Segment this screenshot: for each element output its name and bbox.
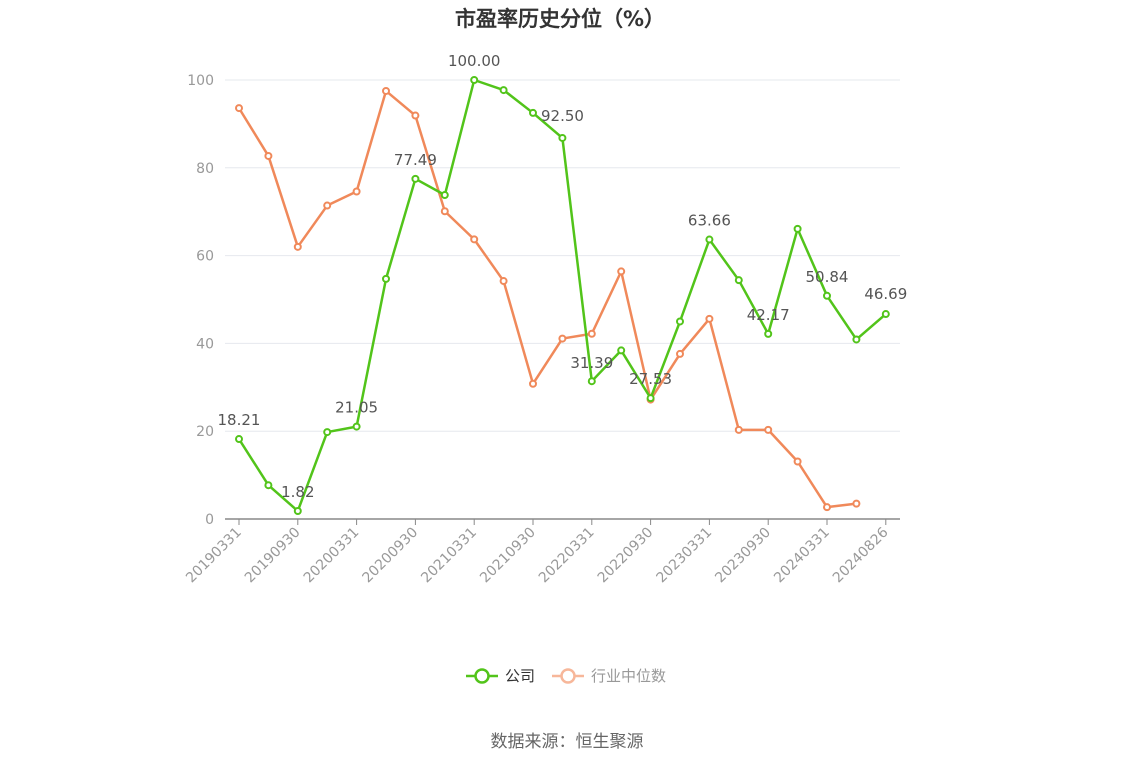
- data-point-company: [852, 335, 861, 344]
- data-label: 1.82: [281, 483, 314, 501]
- x-tick-label: 20220331: [536, 525, 598, 587]
- data-point-company: [411, 174, 420, 183]
- axes: 0 20 40 60 80 100 2019033120190930202003312020…: [183, 73, 900, 586]
- grid-lines: [225, 79, 900, 432]
- x-tick-label: 20220930: [595, 525, 657, 587]
- data-point-company: [499, 86, 508, 95]
- data-point-industry-median: [823, 503, 831, 512]
- data-point-company: [793, 224, 802, 233]
- x-tick-label: 20230930: [712, 525, 774, 587]
- x-tick-label: 20210331: [418, 525, 480, 587]
- data-point-industry-median: [852, 499, 861, 508]
- x-tick-label: 20240826: [830, 524, 892, 586]
- data-point-industry-median: [764, 425, 773, 434]
- data-labels: 18.21 1.82 21.05 77.49 100.00 92.50 31.39 27.53…: [218, 52, 908, 501]
- legend-item-company[interactable]: 公司: [466, 667, 535, 685]
- data-label: 18.21: [218, 411, 261, 429]
- data-label: 50.84: [806, 268, 849, 286]
- data-label: 46.69: [864, 285, 907, 303]
- data-point-industry-median: [293, 242, 302, 251]
- x-tick-label: 20200930: [360, 525, 422, 587]
- data-point-company: [293, 507, 302, 516]
- data-point-company: [764, 329, 773, 338]
- data-point-company: [676, 317, 684, 326]
- data-point-industry-median: [734, 425, 743, 434]
- data-point-industry-median: [617, 267, 626, 276]
- data-point-company: [352, 422, 361, 431]
- data-point-industry-median: [587, 329, 596, 338]
- x-tick-label: 20190930: [242, 525, 304, 587]
- data-label: 31.39: [570, 354, 613, 372]
- data-label: 92.50: [541, 107, 584, 125]
- x-tick-label: 20190331: [183, 525, 245, 587]
- y-tick-label: 40: [196, 336, 214, 352]
- data-point-company: [382, 274, 390, 283]
- data-point-industry-median: [529, 379, 537, 388]
- data-point-company: [587, 377, 596, 386]
- x-tick-label: 20240331: [771, 525, 833, 587]
- data-point-company: [470, 76, 479, 84]
- data-point-industry-median: [411, 111, 420, 120]
- chart-title: 市盈率历史分位（%）: [455, 7, 665, 31]
- y-tick-label: 0: [205, 512, 214, 528]
- data-point-industry-median: [558, 334, 567, 343]
- data-point-company: [734, 276, 743, 285]
- data-point-company: [617, 346, 626, 355]
- y-tick-label: 20: [196, 424, 214, 440]
- legend-marker: [560, 668, 576, 684]
- series-line-company: [237, 78, 887, 513]
- data-point-company: [646, 394, 655, 403]
- series-line-industry-median: [237, 89, 857, 509]
- data-source: 数据来源：恒生聚源: [491, 732, 644, 752]
- data-point-company: [823, 291, 831, 300]
- data-label: 100.00: [448, 52, 501, 70]
- data-label: 42.17: [747, 306, 790, 324]
- data-point-company: [323, 428, 332, 437]
- legend-item-industry-median[interactable]: 行业中位数: [552, 667, 666, 685]
- data-label: 77.49: [394, 151, 437, 169]
- data-label: 63.66: [688, 212, 731, 230]
- data-point-company: [529, 108, 537, 117]
- data-point-industry-median: [235, 104, 243, 113]
- data-point-company: [881, 310, 890, 319]
- legend-label: 公司: [505, 667, 535, 685]
- data-point-industry-median: [440, 207, 449, 216]
- data-point-industry-median: [499, 277, 508, 286]
- data-point-industry-median: [264, 151, 273, 160]
- data-point-industry-median: [793, 457, 802, 466]
- data-point-industry-median: [323, 201, 332, 210]
- data-label: 27.53: [629, 370, 672, 388]
- y-tick-label: 60: [196, 249, 214, 265]
- y-tick-label: 80: [196, 161, 214, 177]
- legend[interactable]: 公司 行业中位数: [466, 667, 666, 685]
- data-point-industry-median: [705, 314, 714, 323]
- data-point-company: [440, 191, 449, 200]
- data-point-company: [264, 481, 273, 490]
- data-label: 21.05: [335, 399, 378, 417]
- legend-label: 行业中位数: [591, 667, 666, 685]
- x-tick-label: 20200331: [301, 525, 363, 587]
- data-point-company: [705, 235, 714, 244]
- data-point-company: [235, 435, 243, 444]
- x-tick-label: 20210930: [477, 525, 539, 587]
- data-point-industry-median: [676, 349, 684, 358]
- data-point-industry-median: [382, 86, 390, 95]
- data-point-industry-median: [352, 187, 361, 196]
- data-point-industry-median: [470, 235, 479, 244]
- x-tick-label: 20230331: [654, 525, 716, 587]
- data-point-company: [558, 133, 567, 142]
- series-lines: [235, 76, 890, 516]
- legend-marker: [474, 668, 490, 684]
- y-tick-label: 100: [187, 73, 214, 89]
